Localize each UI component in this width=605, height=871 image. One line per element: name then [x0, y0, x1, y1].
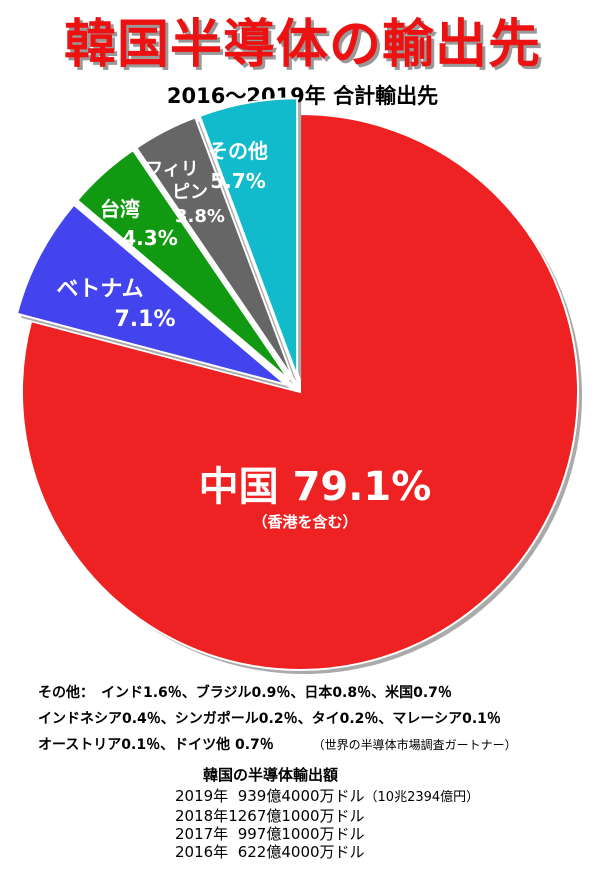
exports-amount: 939億4000万ドル — [228, 787, 365, 805]
pie-label-taiwan-val: 4.3% — [122, 226, 177, 250]
other-breakdown: その他： インド1.6％、ブラジル0.9％、日本0.8％、米国0.7％ インドネ… — [38, 680, 517, 758]
exports-year: 2017年 — [175, 825, 229, 843]
pie-sublabel-china: （香港を含む） — [252, 513, 357, 531]
pie-label-philippines-l0: フィリ — [145, 159, 199, 180]
pie-label-other-name: その他 — [208, 139, 268, 163]
exports-note: （10兆2394億円） — [364, 790, 480, 805]
pie-slice-other — [198, 97, 299, 377]
other-breakdown-line-2: インドネシア0.4％、シンガポール0.2％、タイ0.2％、マレーシア0.1％ — [38, 711, 501, 727]
pie-slice-taiwan — [75, 148, 291, 381]
page-title: 韓国半導体の輸出先 — [63, 15, 541, 75]
exports-amount: 622億4000万ドル — [228, 843, 365, 861]
exports-amount: 997億1000万ドル — [228, 825, 365, 843]
exports-year: 2016年 — [175, 843, 229, 861]
exports-row-2017: 2017年 997億1000万ドル — [175, 825, 479, 843]
pie-label-vietnam-name: ベトナム — [56, 277, 143, 302]
exports-year: 2019年 — [175, 787, 229, 805]
pie-slice-vietnam — [15, 203, 287, 386]
exports-heading: 韓国の半導体輸出額 — [203, 766, 339, 784]
other-breakdown-line-1: その他： インド1.6％、ブラジル0.9％、日本0.8％、米国0.7％ — [38, 685, 452, 701]
exports-table: 韓国の半導体輸出額 2019年 939億4000万ドル（10兆2394億円） 2… — [175, 764, 479, 861]
pie-label-china-main: 中国 79.1% — [199, 464, 432, 510]
exports-row-2019: 2019年 939億4000万ドル（10兆2394億円） — [175, 787, 479, 807]
pie-label-vietnam-val: 7.1% — [114, 307, 175, 332]
pie-label-philippines-l1: ピン — [172, 182, 208, 203]
source-note: （世界の半導体市場調査ガートナー） — [312, 738, 517, 752]
pie-label-other-val: 5.7% — [210, 169, 265, 193]
other-breakdown-line-3-wrap: オーストリア0.1％、ドイツ他 0.7％ （世界の半導体市場調査ガートナー） — [38, 732, 517, 758]
pie-slice-philippines — [134, 116, 294, 379]
pie-slice-china — [21, 112, 579, 671]
exports-row-2016: 2016年 622億4000万ドル — [175, 843, 479, 861]
page-subtitle: 2016～2019年 合計輸出先 — [166, 84, 439, 108]
pie-label-taiwan-name: 台湾 — [100, 197, 140, 221]
exports-year: 2018年 — [175, 807, 229, 825]
other-breakdown-line-3: オーストリア0.1％、ドイツ他 0.7％ — [38, 737, 274, 753]
exports-row-2018: 2018年1267億1000万ドル — [175, 807, 479, 825]
exports-amount: 1267億1000万ドル — [228, 807, 365, 825]
pie-label-philippines-val: 3.8% — [175, 206, 225, 227]
